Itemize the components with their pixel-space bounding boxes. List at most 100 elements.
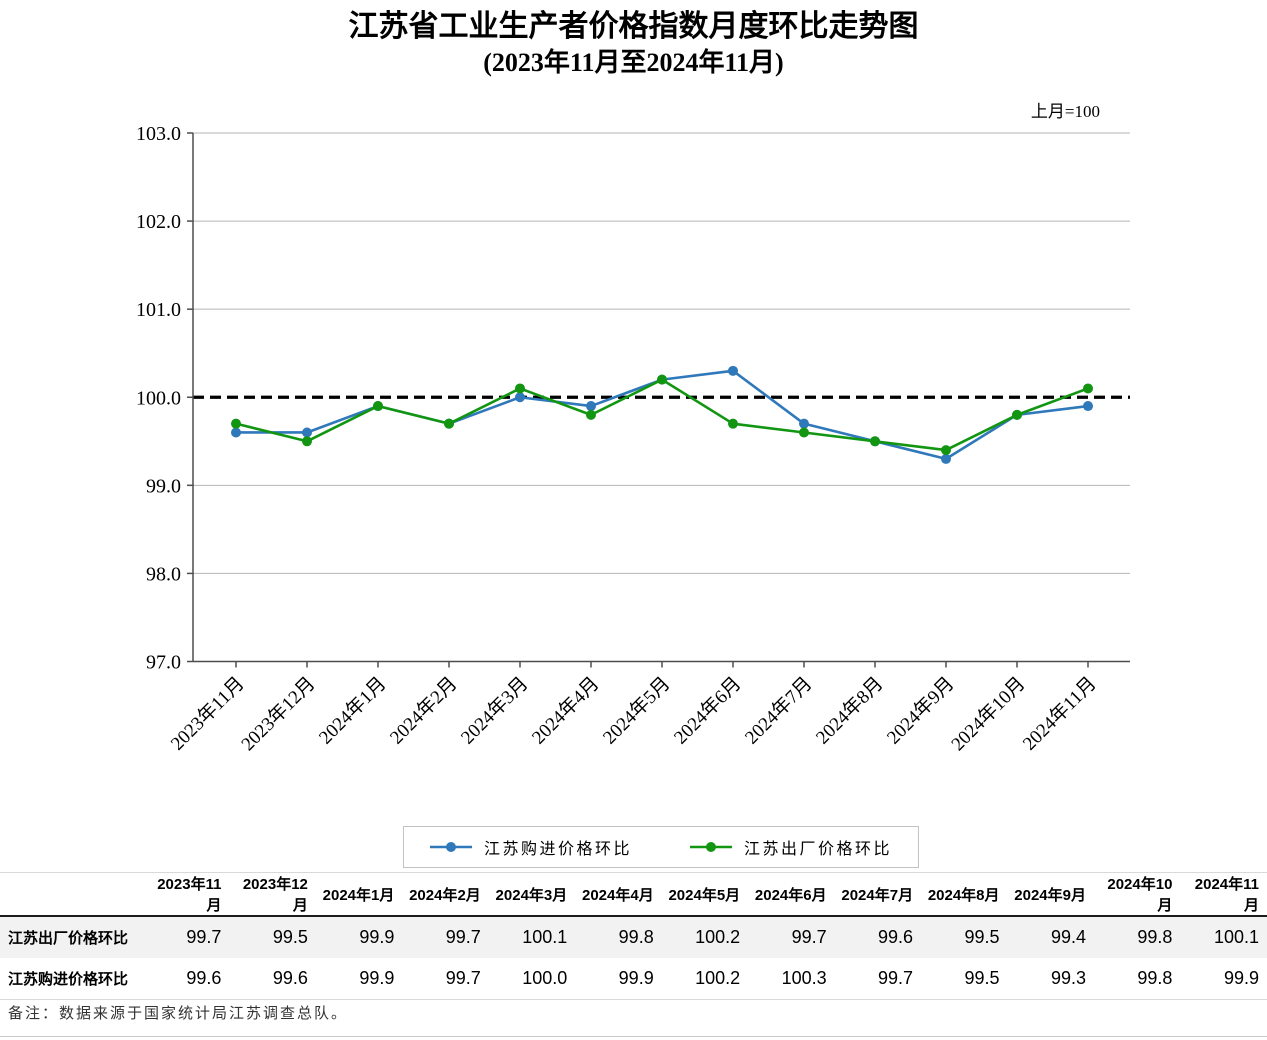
- series-marker-factory_series: [515, 383, 525, 394]
- table-cell: 100.0: [522, 968, 568, 988]
- series-marker-factory_series: [657, 374, 667, 385]
- table-cell: 99.9: [1223, 968, 1259, 988]
- series-marker-factory_series: [373, 401, 383, 412]
- table-cell: 99.6: [878, 927, 914, 947]
- legend-item-factory_series: 江苏出厂价格环比: [690, 835, 892, 859]
- y-tick-label: 103.0: [136, 123, 181, 145]
- series-marker-purchase_series: [515, 392, 525, 403]
- table-cell: 99.7: [791, 927, 827, 947]
- table-cell: 99.9: [618, 968, 654, 988]
- series-marker-factory_series: [444, 418, 454, 429]
- table-cell: 99.7: [878, 968, 914, 988]
- table-column-header: 2024年8月: [927, 886, 1000, 904]
- table-cell: 99.6: [272, 968, 308, 988]
- y-tick-label: 99.0: [146, 475, 181, 497]
- table-cell: 99.8: [618, 927, 654, 947]
- series-marker-factory_series: [870, 436, 880, 447]
- table-column-header: 2024年2月: [409, 886, 481, 904]
- series-marker-factory_series: [1083, 383, 1093, 394]
- table-row-label: 江苏购进价格环比: [8, 971, 129, 988]
- y-tick-label: 97.0: [146, 652, 181, 674]
- series-marker-purchase_series: [941, 453, 951, 464]
- y-tick-label: 100.0: [136, 387, 181, 409]
- series-marker-factory_series: [586, 409, 596, 420]
- table-column-header: 2024年10月: [1107, 876, 1173, 914]
- line-chart: 97.0 98.0 99.0 100.0 101.0 102.0 103.0 2023年11月…: [136, 123, 1130, 755]
- data-table: 2023年11月 2023年12月 2024年1月 2024年2月 2024年3月 202…: [0, 872, 1267, 1000]
- table-cell: 99.5: [964, 927, 1000, 947]
- x-tick-label: 2024年4月: [528, 672, 604, 748]
- y-tick-label: 98.0: [146, 563, 181, 585]
- table-cell: 100.2: [695, 968, 741, 988]
- table-cell: 99.5: [964, 968, 1000, 988]
- series-marker-factory_series: [941, 445, 951, 456]
- table-cell: 100.3: [781, 968, 827, 988]
- series-marker-purchase_series: [231, 427, 241, 438]
- series-marker-purchase_series: [302, 427, 312, 438]
- table-column-header: 2024年3月: [495, 886, 568, 904]
- chart-title: 江苏省工业生产者价格指数月度环比走势图: [348, 10, 919, 43]
- series-marker-factory_series: [231, 418, 241, 429]
- series-marker-factory_series: [1012, 409, 1022, 420]
- x-tick-label: 2024年3月: [457, 672, 533, 748]
- table-cell: 99.4: [1050, 927, 1086, 947]
- table-column-header: 2023年12月: [242, 876, 308, 914]
- table-head: 2023年11月 2023年12月 2024年1月 2024年2月 2024年3月 202…: [0, 872, 1267, 917]
- x-tick-label: 2024年10月: [947, 672, 1030, 755]
- series-marker-purchase_series: [1083, 401, 1093, 412]
- table-cell: 100.1: [1213, 927, 1259, 947]
- chart-subtitle: (2023年11月至2024年11月): [483, 48, 784, 77]
- table-row: 江苏出厂价格环比 99.7 99.5 99.9 99.7 100.1 99.8 100.2 99…: [0, 916, 1267, 958]
- table-cell: 99.8: [1137, 927, 1173, 947]
- table-cell: 99.3: [1050, 968, 1086, 988]
- table-cell: 100.1: [522, 927, 568, 947]
- legend-label: 江苏购进价格环比: [483, 841, 632, 858]
- series-marker-purchase_series: [586, 401, 596, 412]
- legend: 江苏购进价格环比 江苏出厂价格环比: [402, 826, 920, 868]
- legend-line-marker-icon: [429, 842, 472, 852]
- table-cell: 100.2: [695, 927, 741, 947]
- series-marker-factory_series: [728, 418, 738, 429]
- table-cell: 99.9: [359, 968, 395, 988]
- bottom-divider: [0, 1036, 1267, 1037]
- x-tick-label: 2024年5月: [599, 672, 675, 748]
- x-tick-label: 2024年2月: [386, 672, 462, 748]
- legend-item-purchase_series: 江苏购进价格环比: [429, 835, 632, 859]
- base-index-note: 上月=100: [1030, 102, 1100, 121]
- table-cell: 99.5: [272, 927, 308, 947]
- x-tick-label: 2024年9月: [883, 672, 959, 748]
- x-tick-label: 2023年12月: [237, 672, 320, 755]
- y-tick-label: 101.0: [136, 299, 181, 321]
- table-row: 江苏购进价格环比 99.6 99.6 99.9 99.7 100.0 99.9 100.2 10…: [0, 958, 1267, 1000]
- table-column-header: 2024年11月: [1194, 876, 1259, 914]
- x-tick-label: 2024年1月: [315, 672, 391, 748]
- table-row-label: 江苏出厂价格环比: [8, 930, 129, 947]
- x-tick-label: 2024年11月: [1018, 672, 1100, 754]
- x-tick-label: 2024年7月: [741, 672, 817, 748]
- series-marker-purchase_series: [799, 418, 809, 429]
- table-cell: 99.7: [186, 927, 222, 947]
- table-cell: 99.6: [186, 968, 222, 988]
- table-cell: 99.7: [445, 927, 481, 947]
- table-column-header: 2024年7月: [841, 886, 914, 904]
- table-cell: 99.7: [445, 968, 481, 988]
- series-marker-factory_series: [799, 427, 809, 438]
- series-marker-purchase_series: [728, 365, 738, 376]
- table-cell: 99.8: [1137, 968, 1173, 988]
- table-column-header: 2023年11月: [157, 876, 222, 914]
- table-header-row: 2023年11月 2023年12月 2024年1月 2024年2月 2024年3月 202…: [0, 872, 1267, 917]
- series-line-factory_series: [235, 378, 1089, 452]
- legend-label: 江苏出厂价格环比: [744, 841, 893, 858]
- table-column-header: 2024年4月: [582, 886, 654, 904]
- table-corner-cell: [0, 873, 143, 917]
- x-tick-label: 2024年8月: [812, 672, 888, 748]
- legend-line-marker-icon: [690, 842, 732, 852]
- table-column-header: 2024年5月: [668, 886, 741, 904]
- table-column-header: 2024年9月: [1014, 886, 1086, 904]
- x-tick-label: 2024年6月: [670, 672, 746, 748]
- series-marker-factory_series: [302, 436, 312, 447]
- table-column-header: 2024年1月: [322, 886, 395, 904]
- y-tick-label: 102.0: [136, 211, 181, 233]
- table-column-header: 2024年6月: [754, 886, 827, 904]
